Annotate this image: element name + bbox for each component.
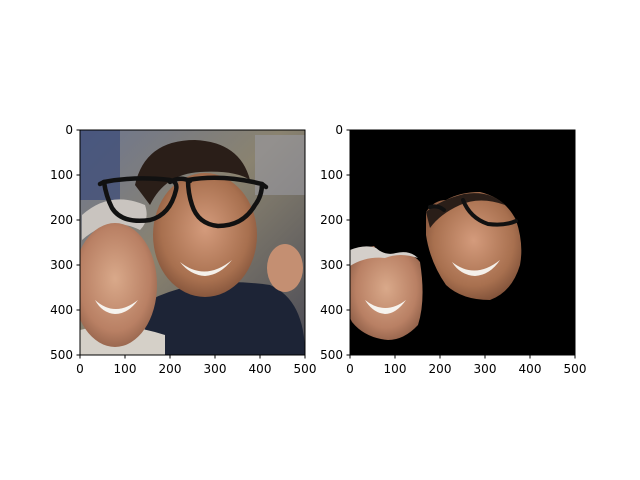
image-panel-masked	[350, 130, 575, 355]
x-tick-label: 400	[519, 362, 542, 376]
x-tick-label: 500	[564, 362, 587, 376]
y-tick-label: 100	[50, 168, 73, 182]
x-tick-label: 300	[474, 362, 497, 376]
axes-frame-2	[349, 129, 576, 356]
image-panel-photo	[80, 130, 305, 355]
y-tick-label: 500	[320, 348, 343, 362]
x-tick-label: 0	[346, 362, 354, 376]
x-tick-label: 100	[384, 362, 407, 376]
x-tick-label: 200	[159, 362, 182, 376]
x-tick-label: 300	[204, 362, 227, 376]
x-tick-label: 400	[249, 362, 272, 376]
masked-glasses-fragment	[428, 198, 518, 227]
glasses-overlay	[97, 175, 269, 229]
y-tick-label: 100	[320, 168, 343, 182]
x-tick-label: 100	[114, 362, 137, 376]
y-tick-label: 400	[50, 303, 73, 317]
x-tick-label: 500	[294, 362, 317, 376]
x-tick-label: 0	[76, 362, 84, 376]
y-tick-label: 0	[65, 123, 73, 137]
y-tick-label: 200	[320, 213, 343, 227]
y-tick-label: 200	[50, 213, 73, 227]
y-tick-label: 400	[320, 303, 343, 317]
x-tick-label: 200	[429, 362, 452, 376]
y-tick-label: 0	[335, 123, 343, 137]
y-tick-label: 300	[50, 258, 73, 272]
y-tick-label: 500	[50, 348, 73, 362]
axes-frame-1	[79, 129, 306, 356]
y-tick-label: 300	[320, 258, 343, 272]
